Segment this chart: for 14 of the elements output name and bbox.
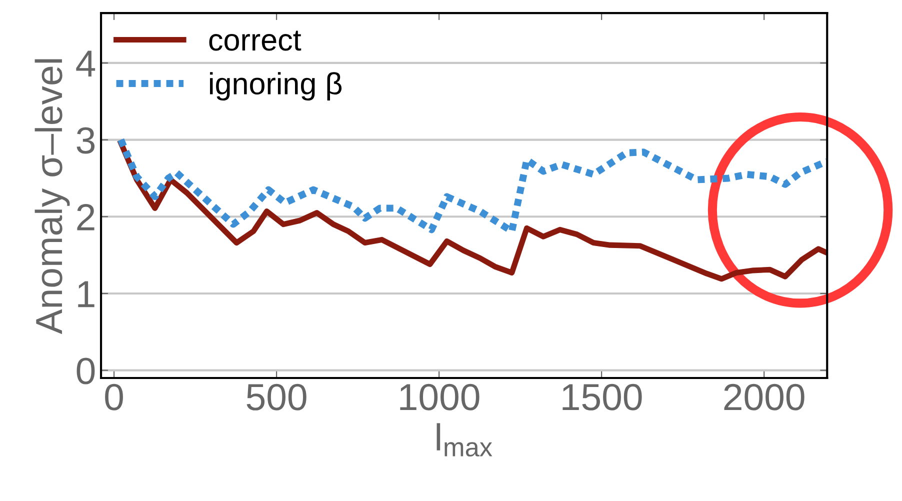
x-axis-title: l$_{max}$	[436, 423, 492, 457]
y-tick-label: 3	[76, 127, 95, 154]
y-tick-label: 1	[78, 281, 94, 308]
y-axis-title: Anomaly σ–level	[34, 59, 70, 334]
x-tick-label: 1500	[562, 384, 642, 410]
legend-label: correct	[209, 30, 302, 51]
y-tick-label: 4	[76, 50, 96, 77]
y-tick-label: 0	[76, 358, 95, 384]
x-tick-label: 2000	[724, 384, 804, 410]
x-tick-label: 0	[105, 384, 123, 410]
x-tick-label: 500	[246, 384, 306, 410]
legend-label: ignoring β	[210, 72, 342, 101]
y-tick-label: 2	[77, 204, 94, 230]
x-tick-label: 1000	[400, 384, 480, 410]
